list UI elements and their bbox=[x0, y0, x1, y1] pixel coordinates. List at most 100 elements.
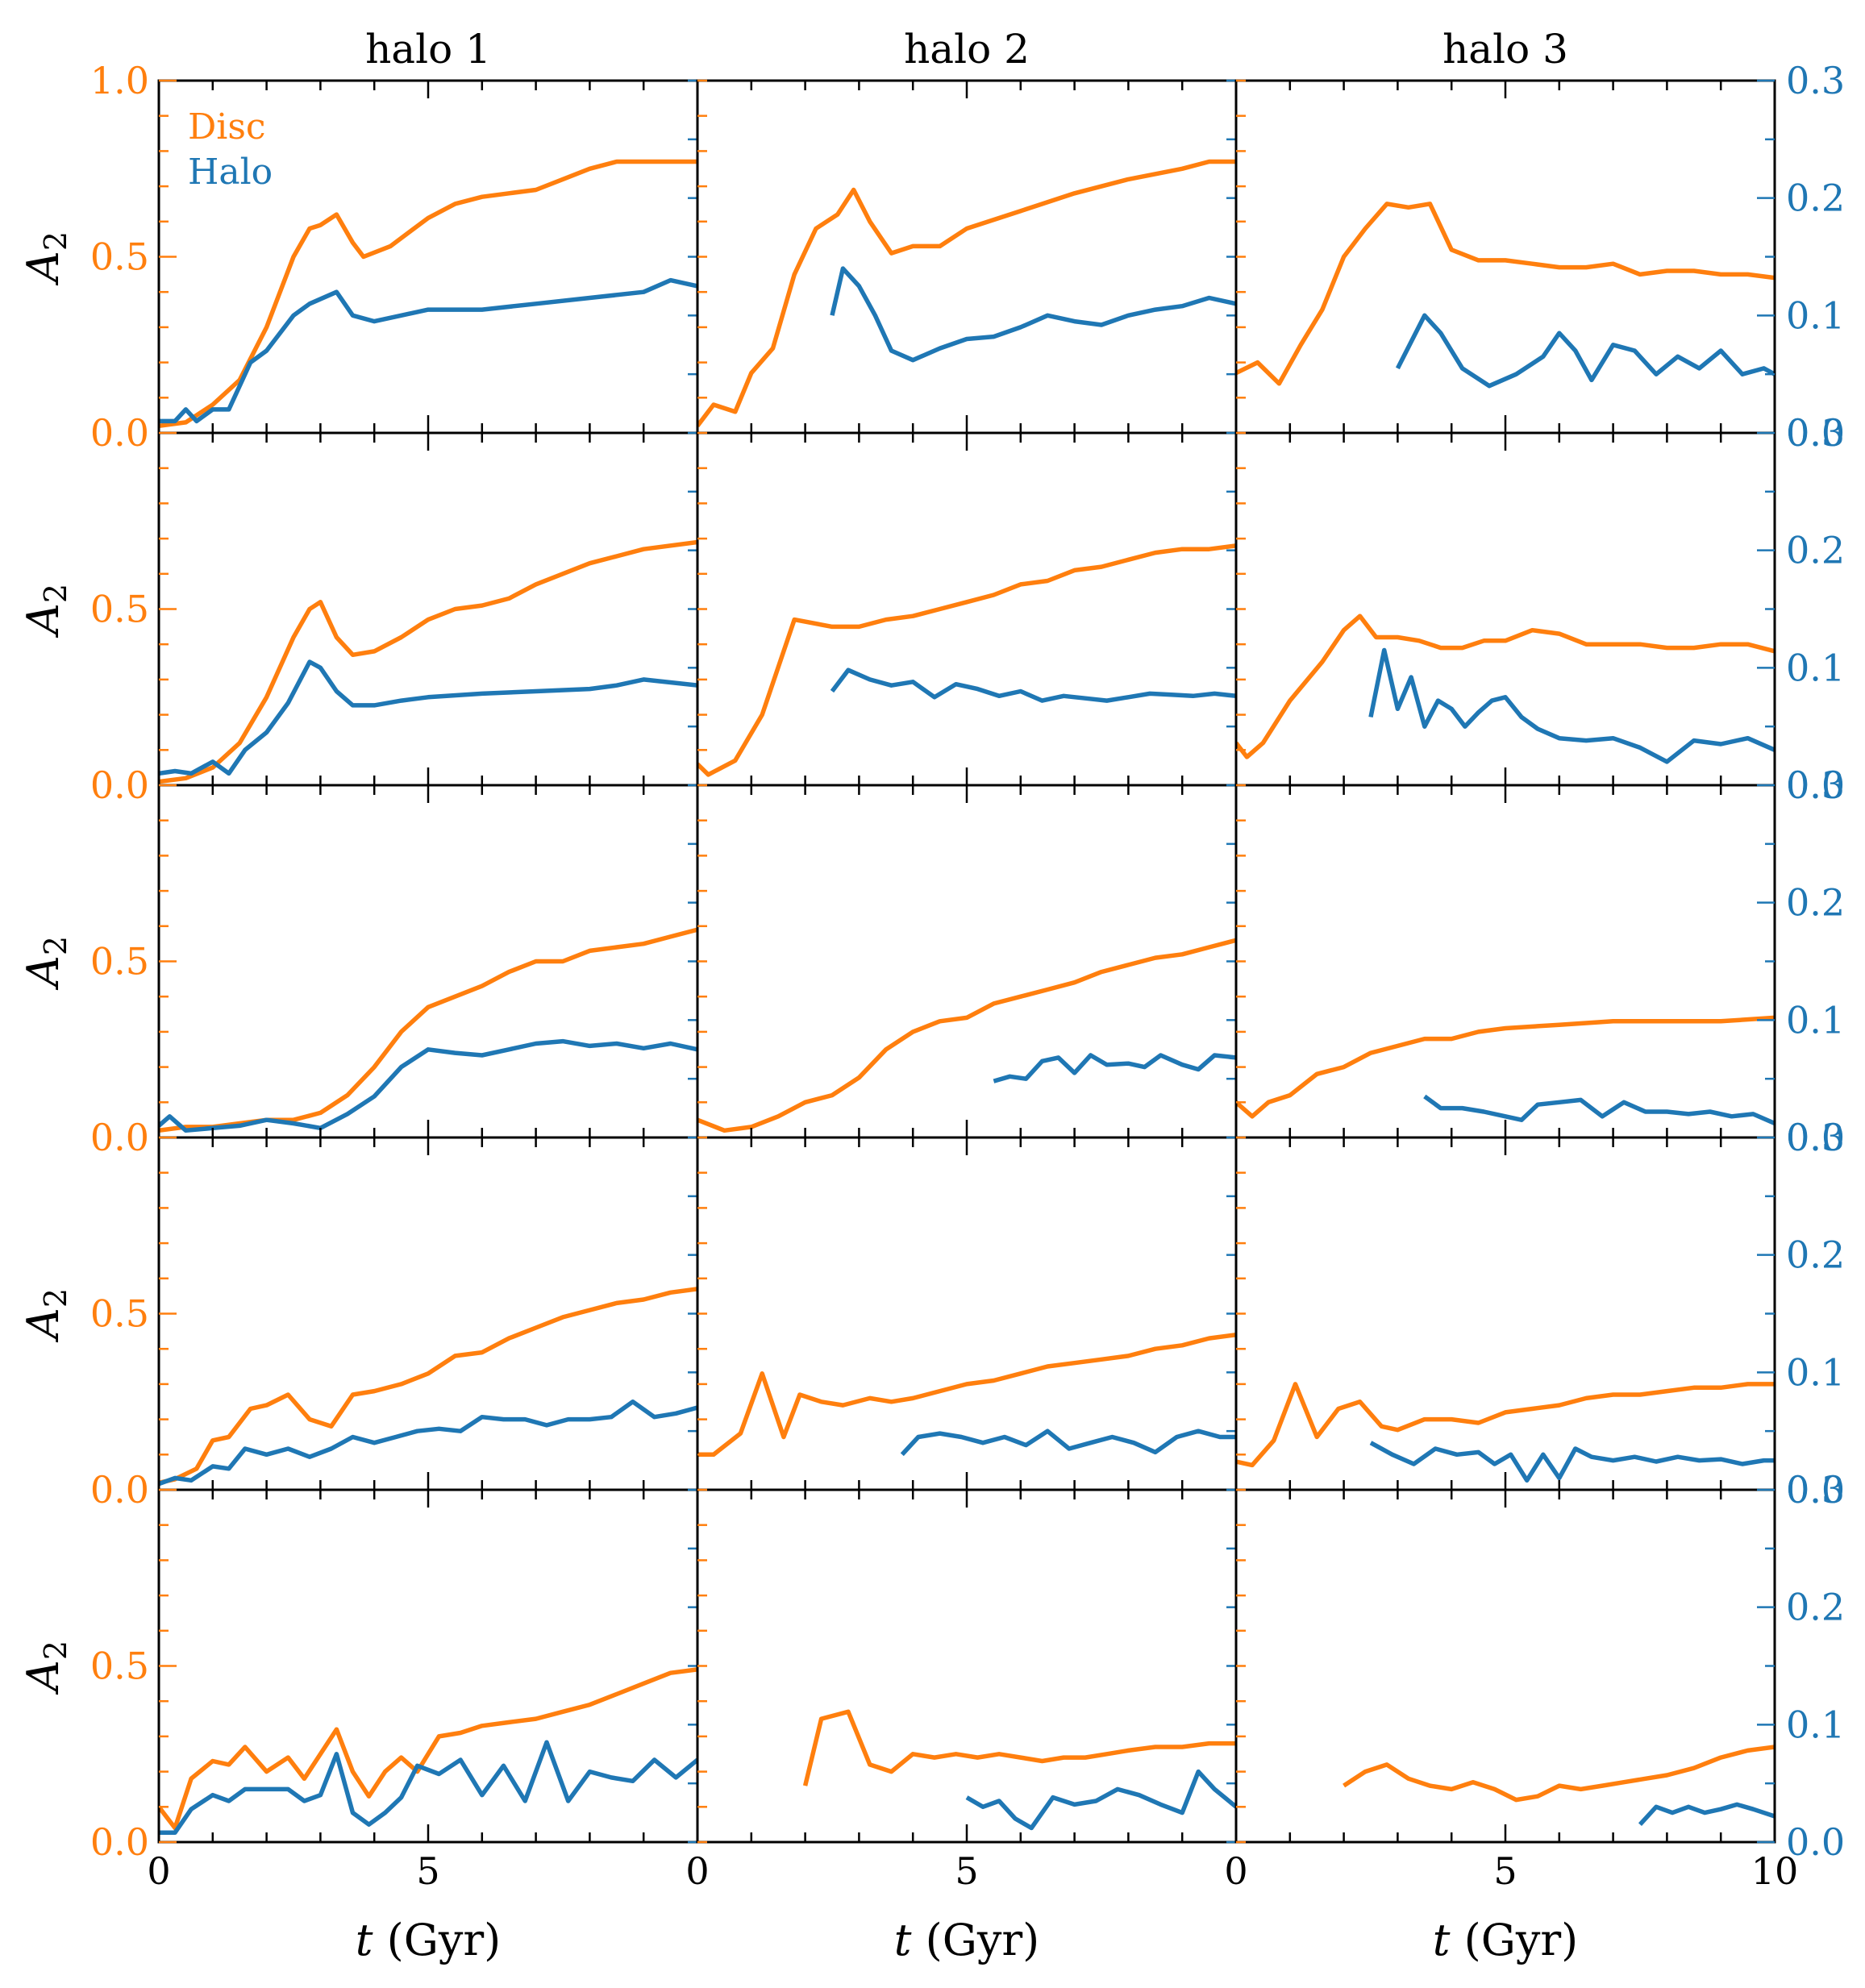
right-y-tick-label: 0.3 bbox=[1786, 1468, 1845, 1512]
panel-frame bbox=[1234, 784, 1776, 1139]
panel-frame bbox=[696, 79, 1238, 435]
panel-grid: 0.00.51.0DiscHalo0.00.10.20.30.00.50.00.… bbox=[90, 59, 1845, 1864]
panel-frame bbox=[157, 1136, 699, 1491]
disc-series-line bbox=[1236, 613, 1775, 759]
halo-series-line bbox=[993, 1053, 1236, 1083]
right-y-tick-label: 0.2 bbox=[1786, 177, 1845, 220]
panel-r4-c3: 0.0 0.1 0.2 0.3 bbox=[1234, 1116, 1845, 1512]
right-y-tick-label: 0.2 bbox=[1786, 1233, 1845, 1277]
panel-r4-c2 bbox=[696, 1136, 1238, 1491]
panel-frame bbox=[1234, 1488, 1776, 1844]
panel-r2-c3: 0.0 0.1 0.2 0.3 bbox=[1234, 411, 1845, 807]
panel-frame bbox=[157, 784, 699, 1139]
disc-series-line bbox=[1236, 1382, 1775, 1468]
left-y-tick-label: 0.0 bbox=[90, 1820, 149, 1864]
left-y-tick-label: 0.0 bbox=[90, 1468, 149, 1512]
x-tick-label: 10 bbox=[1751, 1849, 1799, 1893]
left-y-tick-label: 0.0 bbox=[90, 1116, 149, 1159]
panel-r1-c2 bbox=[696, 79, 1238, 435]
disc-series-line bbox=[697, 543, 1236, 777]
legend-disc: Disc bbox=[188, 106, 266, 148]
disc-series-line bbox=[697, 1332, 1236, 1458]
y-axis-label: A2 bbox=[18, 936, 73, 991]
panel-r3-c2 bbox=[696, 784, 1238, 1139]
x-tick-label: 5 bbox=[955, 1849, 978, 1893]
y-axis-label: A2 bbox=[18, 1288, 73, 1343]
halo-series-line bbox=[830, 668, 1236, 703]
left-y-tick-label: 0.5 bbox=[90, 1645, 149, 1688]
panel-frame bbox=[696, 784, 1238, 1139]
halo-series-line bbox=[159, 1038, 697, 1133]
x-axis-label: t (Gyr) bbox=[356, 1915, 501, 1965]
column-title: halo 2 bbox=[904, 26, 1030, 73]
halo-series-line bbox=[1423, 1094, 1775, 1126]
panel-r1-c3: 0.0 0.1 0.2 0.3 bbox=[1234, 59, 1845, 455]
disc-series-line bbox=[1236, 202, 1775, 386]
right-y-tick-label: 0.1 bbox=[1786, 646, 1845, 689]
y-axis-label: A2 bbox=[18, 584, 73, 638]
halo-series-line bbox=[159, 1400, 697, 1487]
halo-series-line bbox=[159, 659, 697, 776]
disc-series-line bbox=[159, 539, 697, 784]
right-y-tick-label: 0.0 bbox=[1786, 763, 1845, 807]
right-y-tick-label: 0.1 bbox=[1786, 293, 1845, 337]
x-tick-label: 5 bbox=[416, 1849, 439, 1893]
left-y-tick-label: 0.0 bbox=[90, 411, 149, 455]
right-y-tick-label: 0.2 bbox=[1786, 881, 1845, 925]
left-y-tick-label: 0.0 bbox=[90, 763, 149, 807]
left-y-tick-label: 0.5 bbox=[90, 588, 149, 631]
disc-series-line bbox=[697, 938, 1236, 1133]
halo-series-line bbox=[900, 1429, 1236, 1457]
right-y-tick-label: 0.3 bbox=[1786, 59, 1845, 102]
right-y-tick-label: 0.0 bbox=[1786, 411, 1845, 455]
disc-series-line bbox=[802, 1709, 1236, 1786]
halo-series-line bbox=[1395, 313, 1775, 389]
x-tick-label: 5 bbox=[1493, 1849, 1517, 1893]
panel-r5-c1: 0.0 0.5 bbox=[90, 1488, 699, 1864]
right-y-tick-label: 0.2 bbox=[1786, 1586, 1845, 1629]
x-axis-label: t (Gyr) bbox=[1433, 1915, 1578, 1965]
panel-r5-c2 bbox=[696, 1488, 1238, 1844]
halo-series-line bbox=[1369, 1441, 1775, 1483]
left-y-tick-label: 0.5 bbox=[90, 235, 149, 279]
axis-labels: A2 halo 1 halo 2 halo 3 A2 A2 A2 A2 0 5 t (Gyr) 0 5 t… bbox=[18, 26, 1798, 1965]
panel-r3-c1: 0.0 0.5 bbox=[90, 784, 699, 1159]
panel-r2-c2 bbox=[696, 431, 1238, 787]
disc-series-line bbox=[159, 1287, 697, 1485]
x-tick-label: 0 bbox=[685, 1849, 709, 1893]
panel-frame bbox=[696, 431, 1238, 787]
x-tick-label: 0 bbox=[147, 1849, 170, 1893]
right-y-tick-label: 0.0 bbox=[1786, 1820, 1845, 1864]
right-y-tick-label: 0.1 bbox=[1786, 1350, 1845, 1394]
halo-series-line bbox=[1368, 647, 1775, 764]
panel-frame bbox=[1234, 431, 1776, 787]
disc-series-line bbox=[1343, 1745, 1775, 1803]
panel-r2-c1: 0.0 0.5 bbox=[90, 431, 699, 807]
y-axis-label: A2 bbox=[18, 231, 73, 286]
right-y-tick-label: 0.1 bbox=[1786, 998, 1845, 1042]
y-axis-label: A2 bbox=[18, 1641, 73, 1695]
disc-series-line bbox=[159, 159, 697, 429]
disc-series-line bbox=[1236, 1015, 1775, 1119]
halo-series-line bbox=[965, 1769, 1236, 1831]
right-y-tick-label: 0.1 bbox=[1786, 1703, 1845, 1746]
right-y-tick-label: 0.3 bbox=[1786, 1116, 1845, 1159]
halo-series-line bbox=[830, 266, 1236, 363]
right-y-tick-label: 0.3 bbox=[1786, 763, 1845, 807]
panel-frame bbox=[696, 1488, 1238, 1844]
disc-series-line bbox=[697, 159, 1236, 427]
left-y-tick-label: 1.0 bbox=[90, 59, 149, 102]
panel-frame bbox=[157, 1488, 699, 1844]
panel-r5-c3: 0.0 0.1 0.2 0.3 bbox=[1234, 1468, 1845, 1864]
halo-series-line bbox=[159, 277, 697, 424]
left-y-tick-label: 0.5 bbox=[90, 1292, 149, 1336]
right-y-tick-label: 0.2 bbox=[1786, 529, 1845, 572]
right-y-tick-label: 0.0 bbox=[1786, 1116, 1845, 1159]
panel-r4-c1: 0.0 0.5 bbox=[90, 1136, 699, 1512]
right-y-tick-label: 0.3 bbox=[1786, 411, 1845, 455]
panel-frame bbox=[157, 431, 699, 787]
x-axis-label: t (Gyr) bbox=[894, 1915, 1039, 1965]
disc-series-line bbox=[159, 1667, 697, 1831]
